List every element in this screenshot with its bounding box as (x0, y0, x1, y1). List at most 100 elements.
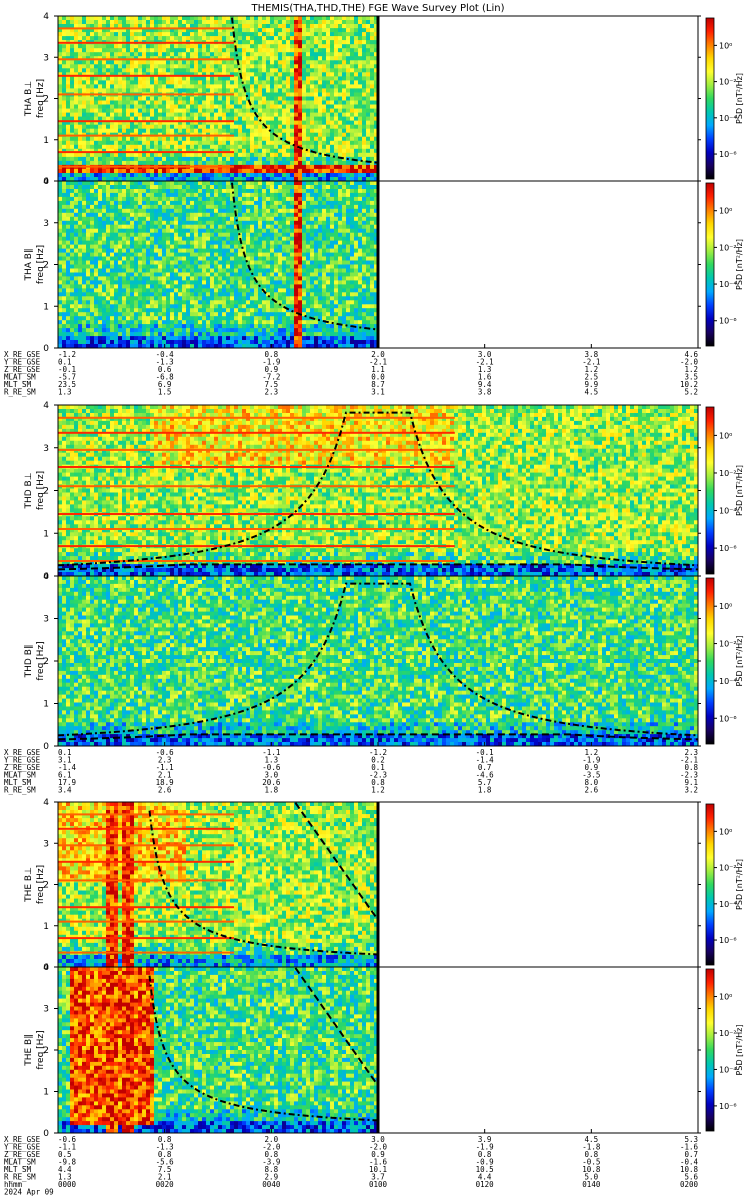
colorbar-tick-label: 10⁰ (719, 602, 732, 611)
ephem-row-label: X_RE_GSE (4, 748, 41, 757)
ephem-value: -1.2 (369, 748, 387, 757)
ephem-value: -1.9 (582, 756, 600, 765)
ephem-value: 0.9 (585, 763, 599, 772)
y-axis-label: freq [Hz] (36, 245, 46, 284)
ephem-value: 0.8 (265, 350, 279, 359)
ephem-value: 1.8 (478, 786, 492, 795)
ephem-value: 0.2 (371, 756, 385, 765)
ephem-value: -2.3 (369, 771, 387, 780)
colorbar-5: 10⁰ 10⁻² 10⁻⁴ 10⁻⁶ PSD [nT²/Hz] (705, 968, 744, 1132)
ephem-value: 3.7 (371, 1173, 385, 1182)
ephem-value: 9.1 (684, 778, 698, 787)
ephem-value: 4.5 (585, 1135, 599, 1144)
figure-title: THEMIS(THA,THD,THE) FGE Wave Survey Plot… (250, 3, 504, 14)
ephem-value: 10.8 (680, 1165, 699, 1174)
spectrogram-thdb-0 (57, 404, 699, 577)
colorbar-tick-label: 10⁻² (719, 469, 737, 478)
ephem-value: 0.1 (371, 763, 385, 772)
colorbar-tick-label: 10⁻⁴ (719, 507, 737, 516)
time-axis-unit-label: hhmm (4, 1180, 23, 1189)
ephem-value: 2.3 (158, 756, 172, 765)
ephem-value: -2.1 (476, 358, 494, 367)
ephem-value: 3.5 (684, 373, 698, 382)
colorbar-tick-label: 10⁻⁶ (719, 936, 737, 945)
ephem-value: 1.2 (371, 786, 385, 795)
ephem-row-label: Z_RE_GSE (4, 1150, 41, 1159)
y-tick-label: 3 (43, 839, 49, 849)
time-tick-label: 0020 (156, 1180, 175, 1189)
colorbar-tick-label: 10⁻⁴ (719, 900, 737, 909)
ephem-value: -0.4 (156, 350, 175, 359)
ephem-value: -1.2 (58, 350, 76, 359)
y-tick-label: 2 (43, 261, 49, 271)
y-axis-label: freq [Hz] (36, 471, 46, 510)
ephem-value: -1.8 (582, 1143, 601, 1152)
ephem-value: -1.1 (156, 763, 174, 772)
ephem-value: 2.5 (585, 373, 599, 382)
ephem-value: -5.7 (58, 373, 76, 382)
y-tick-label: 2 (43, 95, 49, 105)
y-tick-label: 2 (43, 657, 49, 667)
ephem-value: 1.2 (684, 365, 698, 374)
ephem-value: -0.1 (476, 748, 494, 757)
y-axis-5: 0 1 2 3 4 freq [Hz]THE B∥ (24, 963, 701, 1139)
ephem-row-label: R_RE_SM (4, 786, 36, 795)
ephem-value: 0.8 (585, 1150, 599, 1159)
y-tick-label: 3 (43, 1005, 49, 1015)
ephem-value: 3.0 (371, 1135, 385, 1144)
ephem-value: -1.4 (58, 763, 77, 772)
ephem-value: 1.3 (58, 1173, 72, 1182)
ephem-value: 0.7 (478, 763, 492, 772)
y-tick-label: 4 (43, 798, 49, 808)
ephem-value: 2.6 (158, 786, 172, 795)
colorbar-tick-label: 10⁰ (719, 431, 732, 440)
colorbar-tick-label: 10⁰ (719, 827, 732, 836)
colorbar-tick-label: 10⁻² (719, 640, 737, 649)
time-tick-label: 0040 (262, 1180, 281, 1189)
ephem-value: 5.6 (684, 1173, 698, 1182)
y-axis-label: freq [Hz] (36, 865, 46, 904)
y-tick-label: 2 (43, 1046, 49, 1056)
ephem-row-label: R_RE_SM (4, 1173, 36, 1182)
colorbar-tick-label: 10⁻² (719, 864, 737, 873)
panel-label: THE B⊥ (24, 867, 34, 903)
ephem-row-label: MLT_SM (4, 778, 32, 787)
colorbar-tick-label: 10⁻⁶ (719, 150, 737, 159)
ephem-value: -2.0 (680, 358, 699, 367)
ephem-value: 4.4 (478, 1173, 492, 1182)
ephem-value: 2.1 (158, 1173, 172, 1182)
panel-label: THA B⊥ (24, 81, 34, 117)
ephem-value: 0.8 (158, 1135, 172, 1144)
y-tick-label: 2 (43, 881, 49, 891)
colorbar-tick-label: 10⁻⁶ (719, 714, 737, 723)
ephemeris-table-1: X_RE_GSE 0.1 -0.6 -1.1 -1.2 -0.1 1.2 2.3 Y_RE_GS… (4, 742, 699, 795)
ephem-value: -3.5 (582, 771, 600, 780)
y-axis-3: 0 1 2 3 4 freq [Hz]THD B∥ (24, 572, 701, 752)
ephem-value: -0.4 (680, 1158, 699, 1167)
y-tick-label: 1 (43, 700, 49, 710)
y-tick-label: 0 (43, 177, 49, 187)
y-tick-label: 3 (43, 219, 49, 229)
ephem-row-label: MLAT_SM (4, 771, 36, 780)
ephem-value: 2.1 (158, 771, 172, 780)
date-label: 2024 Apr 09 (4, 1188, 54, 1197)
ephem-value: -3.9 (262, 1158, 280, 1167)
y-tick-label: 0 (43, 742, 49, 752)
ephem-value: 3.8 (585, 350, 599, 359)
ephem-row-label: Y_RE_GSE (4, 756, 41, 765)
y-tick-label: 1 (43, 136, 49, 146)
ephem-value: 8.0 (585, 778, 599, 787)
ephem-value: 10.1 (369, 1165, 387, 1174)
spectrogram-thab-1 (57, 180, 699, 349)
spectrogram-thab-0 (57, 15, 699, 182)
y-tick-label: 2 (43, 487, 49, 497)
y-tick-label: 1 (43, 529, 49, 539)
ephem-value: 0.6 (158, 365, 172, 374)
time-tick-label: 0200 (680, 1180, 699, 1189)
ephem-value: -0.6 (156, 748, 175, 757)
colorbar-tick-label: 10⁻⁴ (719, 114, 737, 123)
y-tick-label: 0 (43, 1129, 49, 1139)
ephem-value: 5.3 (684, 1135, 698, 1144)
ephem-value: 1.2 (585, 365, 599, 374)
panel-label: THD B∥ (24, 645, 34, 679)
